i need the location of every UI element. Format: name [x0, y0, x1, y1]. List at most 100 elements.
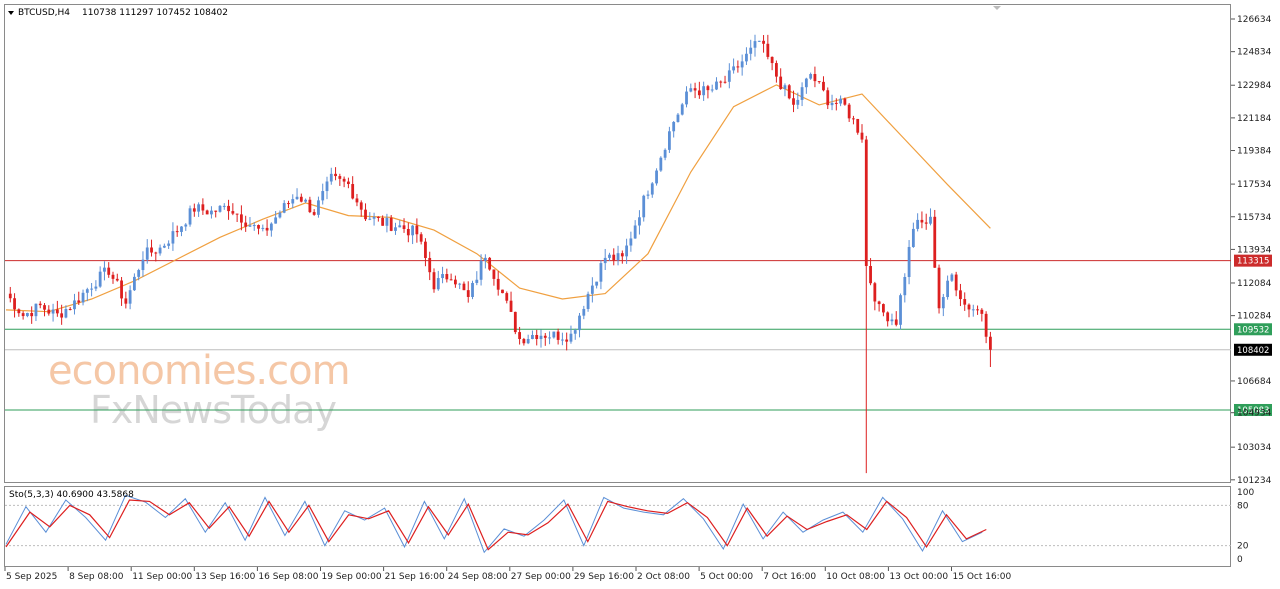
candle-bear [817, 81, 821, 83]
candle-bull [646, 194, 650, 196]
candle-bear [697, 90, 701, 96]
candle-bear [424, 241, 427, 258]
price-levels: 113315 109532 108402 105083 [5, 254, 1272, 416]
candle-bear [445, 274, 449, 280]
candle-bull [274, 217, 278, 224]
candle-bull [929, 216, 932, 224]
candle-bull [715, 81, 718, 90]
candle-bear [364, 209, 367, 220]
candle-bear [299, 196, 303, 202]
moving-average [5, 84, 991, 313]
candle-bull [710, 89, 714, 91]
candle-bear [38, 303, 42, 306]
candle-bull [548, 337, 551, 339]
candle-bull [573, 330, 577, 334]
price-tick-label: 104934 [1237, 409, 1272, 419]
candle-bear [886, 312, 890, 322]
candle-bear [787, 85, 791, 99]
candle-bear [543, 335, 547, 338]
candle-bear [17, 309, 21, 314]
candle-bull [291, 199, 295, 204]
candle-bull [633, 225, 637, 239]
price-tick-label: 119384 [1237, 147, 1272, 157]
price-axis: 126634 124834 122984 121184 119384 117534 1157… [1231, 15, 1272, 486]
watermark-economies-text: economies.com [48, 348, 350, 394]
candle-bull [590, 285, 594, 294]
candle-bull [655, 170, 658, 184]
candle-bear [60, 313, 64, 318]
candle-bull [269, 223, 273, 231]
candle-bear [214, 210, 218, 212]
candle-bear [115, 278, 119, 281]
price-tick-label: 110284 [1237, 312, 1272, 322]
candle-bear [522, 339, 526, 344]
candle-bull [890, 319, 894, 322]
candle-bear [984, 313, 988, 337]
price-tick-label: 122984 [1237, 81, 1272, 91]
candle-bear [43, 305, 46, 310]
chart-menu-triangle-icon[interactable] [8, 11, 14, 15]
candle-bull [625, 245, 628, 257]
candle-bear [535, 334, 539, 340]
candle-bear [762, 40, 765, 44]
candle-bear [954, 274, 958, 291]
candle-bull [616, 253, 620, 261]
candle-bull [98, 271, 102, 287]
candle-bear [406, 229, 410, 236]
candle-bear [826, 90, 830, 106]
candle-bull [73, 300, 76, 310]
candle-bear [723, 81, 727, 83]
candle-bull [184, 224, 188, 227]
candle-bear [513, 311, 517, 333]
stochastic-panel-frame [4, 486, 1231, 567]
scroll-marker-icon[interactable] [993, 6, 1001, 10]
candle-bear [351, 184, 355, 199]
candle-bear [509, 300, 513, 312]
candle-bull [582, 308, 586, 316]
candle-bull [210, 210, 213, 215]
candle-bull [899, 295, 902, 325]
candle-bull [158, 247, 162, 254]
price-tick-label: 126634 [1237, 15, 1272, 25]
stochastic-lines [5, 494, 1231, 554]
candle-bear [111, 274, 115, 279]
current-price-price-tag [1234, 343, 1272, 356]
candle-bear [55, 309, 59, 314]
candle-bull [85, 289, 89, 293]
candle-bull [51, 309, 55, 314]
price-tick-label: 113934 [1237, 245, 1272, 255]
candle-bull [526, 339, 530, 344]
candle-bull [783, 85, 787, 89]
candle-bull [252, 225, 256, 227]
candle-bear [30, 312, 34, 317]
candle-bear [834, 102, 838, 104]
candle-bear [175, 231, 179, 233]
stoch-tick-label: 80 [1237, 501, 1249, 511]
candle-bull [809, 74, 813, 79]
candle-bear [719, 81, 723, 83]
candles [8, 34, 992, 474]
time-tick-label: 8 Sep 08:00 [69, 572, 124, 582]
candle-bear [389, 217, 393, 231]
candle-bull [950, 274, 954, 281]
candle-bull [911, 228, 915, 247]
candle-bear [77, 300, 81, 303]
candle-bear [342, 178, 346, 182]
symbol-label: BTCUSD,H4 [18, 8, 70, 18]
candle-bull [222, 205, 226, 207]
candle-bull [128, 290, 132, 304]
candle-bear [852, 118, 855, 120]
candle-bear [706, 86, 710, 91]
candle-bull [753, 41, 757, 48]
candle-bear [518, 332, 521, 340]
candle-bear [792, 98, 795, 105]
candle-bull [663, 149, 667, 158]
resistance-price-label: 113315 [1237, 257, 1269, 267]
candle-bull [167, 243, 171, 246]
candle-bear [201, 204, 205, 211]
candle-bull [458, 283, 462, 285]
stochastic-axis: 100 80 20 0 [1237, 488, 1254, 565]
candle-bull [941, 297, 945, 309]
stoch-signal-line [5, 499, 987, 551]
